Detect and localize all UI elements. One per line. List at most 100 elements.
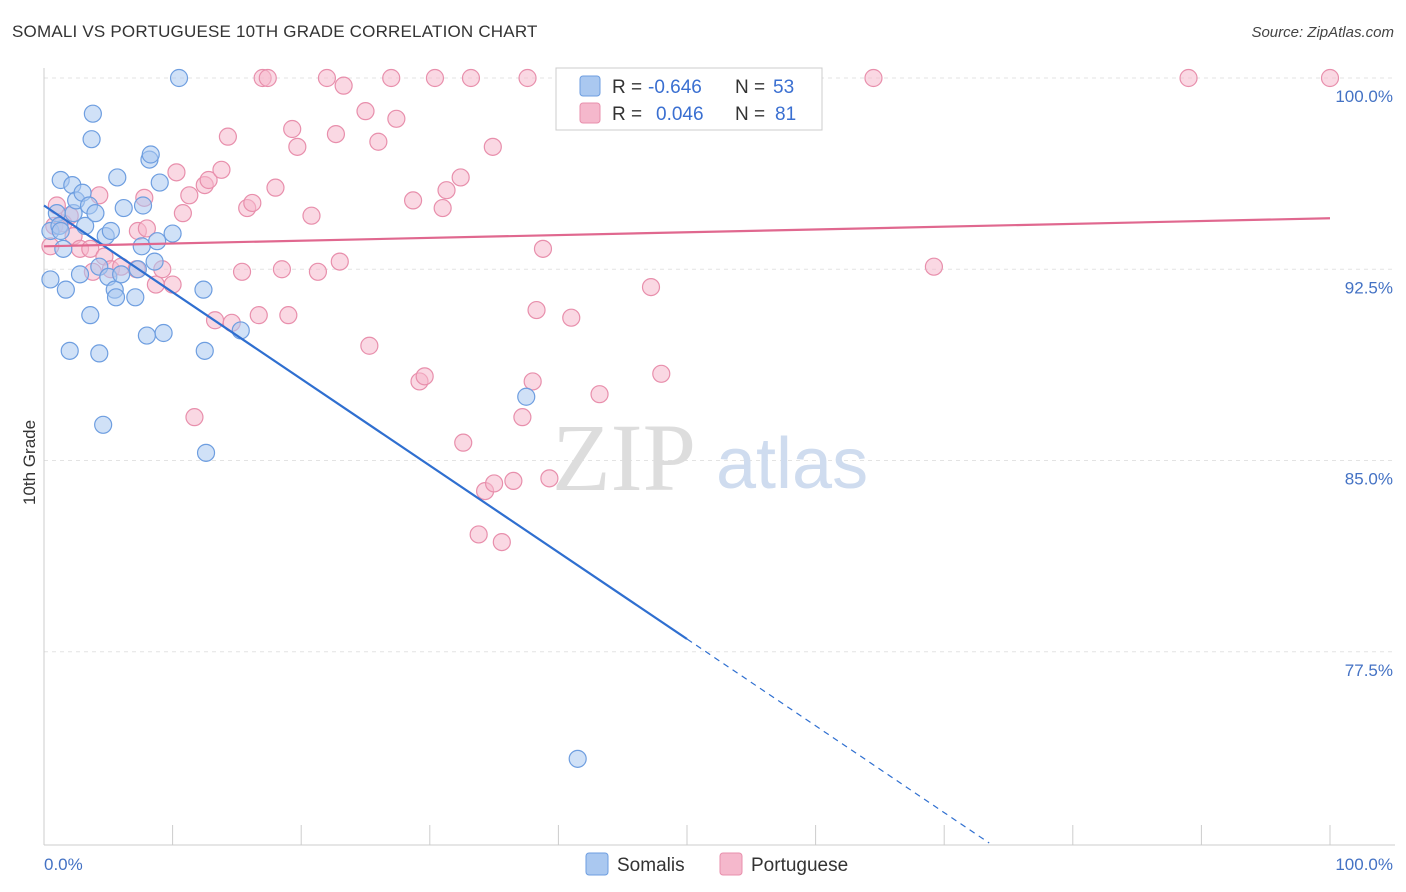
point-somalis-12 — [70, 265, 90, 284]
legend-r-label-somalis: R = — [612, 77, 642, 98]
point-portuguese-74 — [590, 385, 609, 404]
point-portuguese-43 — [317, 68, 337, 88]
point-somalis-19 — [86, 204, 105, 223]
grid-lines — [44, 77, 1395, 653]
legend-r-label-portuguese: R = — [612, 104, 642, 125]
watermark-atlas: atlas — [716, 424, 868, 504]
point-somalis-29 — [112, 265, 131, 284]
point-portuguese-67 — [513, 408, 532, 427]
point-portuguese-79 — [924, 257, 944, 276]
point-portuguese-75 — [641, 278, 661, 297]
point-portuguese-27 — [212, 160, 231, 179]
point-somalis-48 — [517, 387, 536, 406]
y-tick-label-0: 77.5% — [1345, 661, 1393, 680]
legend-swatch-somalis — [579, 75, 601, 97]
point-somalis-16 — [81, 306, 100, 325]
point-portuguese-49 — [369, 132, 388, 151]
point-somalis-4 — [51, 221, 70, 241]
point-portuguese-45 — [330, 252, 349, 271]
point-somalis-31 — [126, 288, 145, 307]
point-portuguese-66 — [504, 471, 523, 490]
point-somalis-7 — [56, 280, 75, 299]
point-somalis-33 — [132, 237, 151, 256]
point-portuguese-19 — [163, 275, 182, 294]
point-portuguese-25 — [199, 170, 218, 190]
point-portuguese-54 — [415, 367, 434, 386]
point-portuguese-32 — [243, 193, 262, 213]
trend-line-somalis — [43, 204, 688, 640]
point-somalis-25 — [101, 221, 120, 241]
point-portuguese-38 — [279, 306, 298, 325]
point-portuguese-22 — [180, 186, 199, 205]
point-portuguese-50 — [382, 68, 401, 88]
legend-swatch-portuguese — [579, 102, 601, 124]
point-somalis-44 — [194, 280, 213, 299]
point-portuguese-42 — [308, 262, 328, 281]
point-somalis-27 — [106, 288, 126, 307]
x-tick-label-max: 100.0% — [1335, 855, 1393, 874]
point-portuguese-51 — [387, 109, 406, 128]
point-somalis-43 — [169, 68, 189, 88]
point-portuguese-21 — [173, 204, 192, 223]
point-portuguese-16 — [137, 219, 156, 238]
point-somalis-40 — [150, 173, 169, 192]
point-somalis-39 — [148, 232, 167, 251]
point-somalis-49 — [568, 749, 587, 768]
watermark: ZIP atlas — [552, 404, 868, 511]
point-portuguese-52 — [403, 191, 423, 210]
point-somalis-17 — [82, 130, 101, 149]
point-portuguese-35 — [258, 68, 277, 88]
point-somalis-38 — [145, 252, 164, 271]
legend-n-label-somalis: N = — [735, 77, 765, 98]
point-somalis-47 — [231, 321, 250, 340]
chart-source: Source: ZipAtlas.com — [1251, 24, 1394, 41]
point-somalis-46 — [196, 443, 216, 462]
point-portuguese-23 — [185, 408, 204, 427]
legend-n-value-portuguese: 81 — [775, 104, 796, 125]
point-portuguese-55 — [425, 68, 445, 88]
point-somalis-30 — [114, 198, 133, 218]
point-portuguese-72 — [540, 469, 559, 488]
point-somalis-6 — [54, 239, 73, 258]
point-somalis-1 — [41, 270, 60, 289]
point-somalis-42 — [163, 224, 182, 243]
point-somalis-21 — [90, 344, 109, 363]
point-somalis-37 — [141, 145, 160, 164]
series-legend-label-somalis: Somalis — [617, 855, 685, 876]
axes — [43, 68, 1395, 846]
point-portuguese-58 — [451, 168, 470, 187]
point-portuguese-36 — [266, 178, 285, 197]
trend-line-portuguese — [43, 217, 1331, 248]
point-portuguese-40 — [288, 137, 307, 156]
y-tick-label-2: 92.5% — [1345, 278, 1393, 297]
trend-line-somalis-extension — [686, 638, 990, 844]
y-tick-label-1: 85.0% — [1345, 470, 1393, 489]
point-somalis-35 — [137, 326, 156, 345]
point-somalis-22 — [94, 415, 113, 434]
point-portuguese-63 — [483, 137, 502, 156]
point-portuguese-59 — [454, 433, 473, 452]
point-portuguese-30 — [232, 262, 252, 281]
point-portuguese-65 — [492, 532, 511, 552]
legend-n-value-somalis: 53 — [773, 77, 794, 98]
chart-title: SOMALI VS PORTUGUESE 10TH GRADE CORRELAT… — [12, 22, 538, 41]
watermark-zip: ZIP — [552, 404, 696, 511]
x-tick-label-min: 0.0% — [44, 855, 83, 874]
point-somalis-41 — [154, 323, 173, 343]
point-portuguese-37 — [272, 260, 292, 279]
series-legend-swatch-somalis — [585, 852, 609, 876]
trend-lines — [43, 204, 1331, 844]
point-portuguese-71 — [533, 239, 553, 258]
series-legend: Somalis Portuguese — [585, 852, 848, 876]
point-portuguese-68 — [518, 68, 537, 88]
point-portuguese-56 — [433, 198, 452, 218]
y-tick-labels: 77.5% 85.0% 92.5% 100.0% — [1335, 87, 1393, 680]
y-axis-label: 10th Grade — [20, 420, 39, 505]
point-portuguese-81 — [1320, 68, 1340, 88]
point-portuguese-41 — [302, 206, 321, 225]
point-somalis-45 — [195, 341, 214, 360]
point-portuguese-64 — [485, 474, 504, 493]
data-points — [41, 68, 1340, 768]
point-portuguese-20 — [167, 163, 186, 182]
